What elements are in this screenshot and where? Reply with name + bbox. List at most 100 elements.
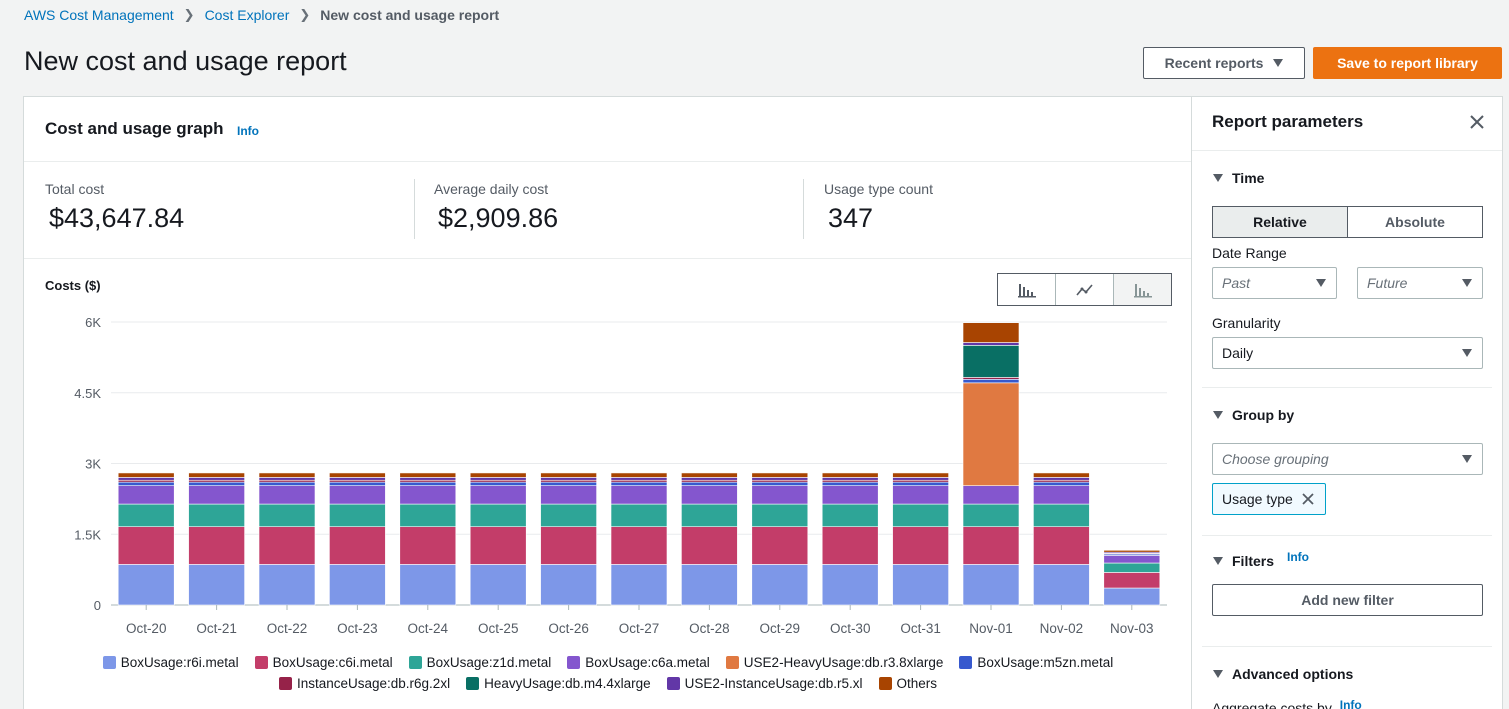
time-mode-segmented: Relative Absolute (1212, 206, 1483, 238)
bar-segment (751, 503, 809, 528)
x-tick-label: Oct-27 (619, 621, 660, 636)
caret-down-icon (1462, 279, 1472, 287)
legend-item[interactable]: BoxUsage:c6a.metal (567, 655, 710, 670)
legend-label: BoxUsage:r6i.metal (120, 655, 239, 670)
legend-swatch (102, 656, 116, 669)
legend-item[interactable]: HeavyUsage:db.m4.4xlarge (466, 676, 651, 691)
bar-segment (540, 472, 597, 478)
bar-segment (610, 485, 668, 505)
breadcrumb-cost-management[interactable]: AWS Cost Management (24, 7, 174, 23)
bar-segment (188, 481, 245, 486)
legend-label: InstanceUsage:db.r6g.2xl (296, 676, 451, 691)
filters-section-toggle[interactable]: Filters Info (1213, 550, 1310, 569)
legend-item[interactable]: BoxUsage:z1d.metal (408, 655, 552, 670)
bar-segment (751, 485, 809, 505)
bar-segment (1033, 472, 1090, 478)
past-select[interactable]: Past (1212, 267, 1337, 299)
usage-type-count-value: 347 (828, 203, 874, 233)
stacked-bar-chart-button[interactable] (1114, 274, 1171, 305)
bar-segment (821, 564, 879, 606)
legend-swatch (278, 677, 292, 690)
x-tick-label: Oct-28 (689, 621, 730, 636)
page-title: New cost and usage report (24, 46, 347, 76)
usage-type-count-label: Usage type count (824, 181, 933, 197)
report-parameters-panel: Report parameters Time Relative Absolute… (1191, 96, 1503, 709)
bar-segment (610, 503, 668, 528)
add-new-filter-button[interactable]: Add new filter (1212, 584, 1483, 616)
relative-tab[interactable]: Relative (1213, 207, 1348, 237)
graph-info-link[interactable]: Info (237, 124, 259, 138)
advanced-options-section-toggle[interactable]: Advanced options (1213, 666, 1353, 682)
bar-segment (962, 503, 1020, 528)
legend-item[interactable]: USE2-InstanceUsage:db.r5.xl (666, 676, 863, 691)
legend-swatch (666, 677, 680, 690)
bar-segment (751, 526, 809, 565)
breadcrumb-cost-explorer[interactable]: Cost Explorer (204, 7, 290, 23)
bar-segment (962, 342, 1020, 346)
bar-segment (1033, 481, 1090, 486)
bar-segment (892, 472, 949, 478)
stat-divider (414, 179, 415, 239)
chevron-right-icon: ❯ (299, 7, 311, 22)
cost-usage-graph-card: Cost and usage graph Info Total cost $43… (23, 96, 1193, 709)
legend-item[interactable]: BoxUsage:m5zn.metal (959, 655, 1113, 670)
bar-segment (399, 477, 457, 481)
filters-info-link[interactable]: Info (1287, 550, 1310, 564)
legend-item[interactable]: InstanceUsage:db.r6g.2xl (278, 676, 451, 691)
x-tick-label: Nov-01 (969, 621, 1013, 636)
group-by-section-toggle[interactable]: Group by (1213, 407, 1294, 423)
bar-segment (258, 472, 316, 478)
bar-segment (469, 503, 527, 528)
bar-segment (329, 481, 386, 486)
line-chart-button[interactable] (1056, 274, 1114, 305)
bar-segment (469, 481, 527, 486)
grouping-select[interactable]: Choose grouping (1212, 443, 1483, 475)
y-tick-label: 0 (94, 598, 101, 613)
legend-row: BoxUsage:r6i.metal BoxUsage:c6i.metal BoxU… (24, 655, 1192, 670)
avg-daily-cost-label: Average daily cost (434, 181, 549, 197)
legend-label: BoxUsage:z1d.metal (426, 655, 552, 670)
bar-segment (329, 472, 386, 478)
bar-segment (610, 477, 668, 481)
usage-type-count-stat: Usage type count 347 (824, 181, 933, 234)
bar-segment (469, 485, 527, 505)
bar-segment (1103, 549, 1161, 553)
legend-item[interactable]: Others (878, 676, 937, 691)
x-tick-label: Oct-20 (126, 621, 167, 636)
bar-segment (258, 503, 316, 528)
time-section-toggle[interactable]: Time (1213, 170, 1264, 186)
avg-daily-cost-value: $2,909.86 (438, 203, 559, 233)
bar-chart-button[interactable] (998, 274, 1056, 305)
caret-down-icon (1213, 411, 1223, 419)
remove-token-icon[interactable] (1301, 492, 1315, 506)
bar-segment (892, 503, 949, 528)
bar-segment (540, 485, 597, 505)
recent-reports-button[interactable]: Recent reports (1143, 47, 1305, 79)
bar-segment (117, 503, 175, 528)
bar-segment (258, 477, 316, 481)
legend-item[interactable]: BoxUsage:c6i.metal (254, 655, 393, 670)
bar-segment (399, 481, 457, 486)
future-select[interactable]: Future (1357, 267, 1483, 299)
x-tick-label: Oct-22 (267, 621, 308, 636)
legend-swatch (567, 656, 581, 669)
bar-segment (540, 477, 597, 481)
bar-segment (469, 526, 527, 565)
bar-segment (962, 382, 1020, 486)
save-to-library-button[interactable]: Save to report library (1313, 47, 1502, 79)
bar-segment (188, 564, 245, 606)
legend-item[interactable]: BoxUsage:r6i.metal (102, 655, 239, 670)
close-icon[interactable] (1468, 113, 1486, 131)
legend-item[interactable]: USE2-HeavyUsage:db.r3.8xlarge (725, 655, 943, 670)
granularity-select[interactable]: Daily (1212, 337, 1483, 369)
x-tick-label: Oct-31 (900, 621, 941, 636)
absolute-tab[interactable]: Absolute (1385, 214, 1445, 230)
bar-segment (117, 485, 175, 505)
bar-segment (117, 564, 175, 606)
legend-swatch (725, 656, 739, 669)
bar-segment (681, 472, 738, 478)
past-placeholder: Past (1222, 275, 1251, 291)
legend-swatch (254, 656, 268, 669)
bar-segment (681, 477, 738, 481)
aggregate-info-link[interactable]: Info (1339, 698, 1362, 709)
